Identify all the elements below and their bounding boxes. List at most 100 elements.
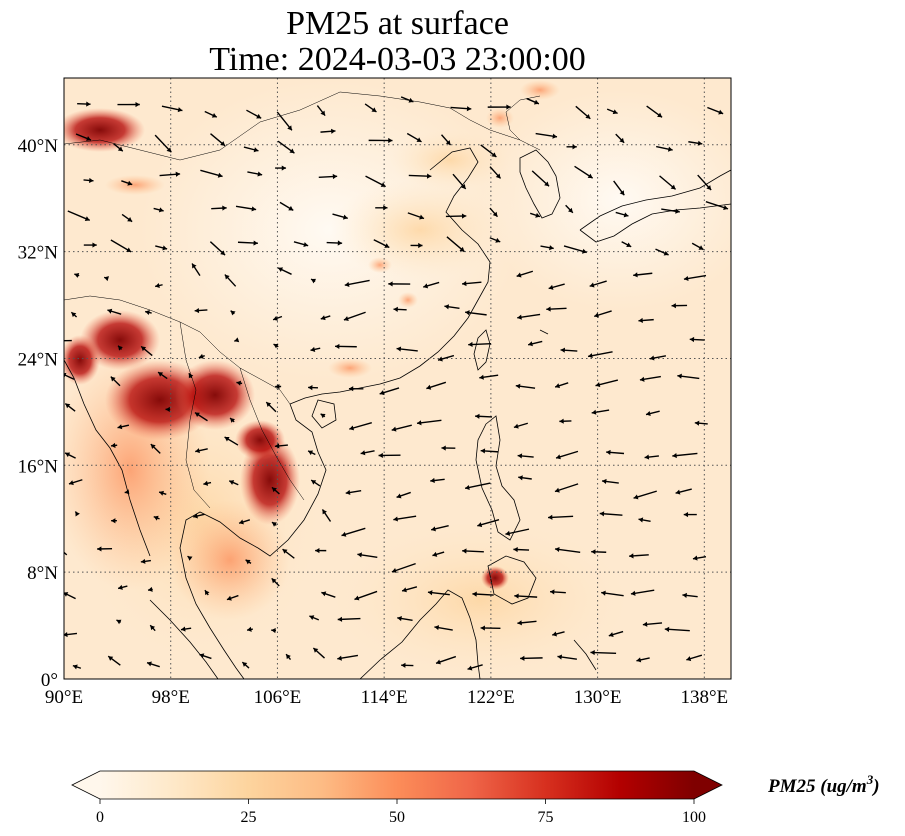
wind-vector-head xyxy=(544,181,550,187)
wind-vector-head xyxy=(141,346,147,352)
wind-vector-head xyxy=(330,128,336,134)
wind-vector-head xyxy=(649,355,655,361)
wind-vector-head xyxy=(559,418,564,424)
wind-vector-head xyxy=(546,306,551,312)
wind-vector-head xyxy=(581,248,587,254)
wind-vector-head xyxy=(150,625,156,631)
wind-vector-head xyxy=(517,453,523,459)
wind-vector-shaft xyxy=(64,373,75,380)
wind-vector-head xyxy=(515,383,521,389)
wind-vector-head xyxy=(86,101,91,107)
wind-vector-head xyxy=(84,216,90,222)
wind-vector-head xyxy=(281,165,287,171)
lon-tick-label: 122°E xyxy=(467,687,515,708)
wind-vector-head xyxy=(97,546,102,552)
wind-vector-head xyxy=(158,207,164,213)
wind-vector-head xyxy=(384,243,390,248)
wind-vector-head xyxy=(664,626,670,632)
wind-vector-head xyxy=(220,141,226,146)
wind-vector-head xyxy=(166,147,172,153)
wind-vector-head xyxy=(92,242,97,248)
wind-vector-head xyxy=(288,205,294,211)
wind-vector-head xyxy=(229,480,235,485)
wind-vector-head xyxy=(251,206,257,212)
wind-vector-head xyxy=(591,409,597,415)
wind-vector-head xyxy=(548,514,553,520)
wind-vector-head xyxy=(118,345,123,351)
wind-vector-head xyxy=(513,546,518,553)
wind-vector-head xyxy=(108,656,114,661)
wind-vector-head xyxy=(271,627,276,634)
wind-vector-head xyxy=(718,109,724,115)
wind-vector-head xyxy=(71,312,77,318)
wind-vector-head xyxy=(694,420,700,426)
wind-vector-head xyxy=(602,478,607,485)
wind-vector-head xyxy=(697,140,703,146)
wind-vector-head xyxy=(145,310,150,316)
wind-vector-head xyxy=(110,442,116,448)
wind-vector-head xyxy=(517,620,522,626)
wind-vector-head xyxy=(391,426,397,432)
wind-vector-head xyxy=(117,424,123,430)
colorbar-tick-label: 75 xyxy=(538,809,554,826)
wind-vector-head xyxy=(273,315,278,321)
wind-vector-head xyxy=(278,267,284,273)
wind-vector-head xyxy=(431,526,436,532)
wind-vector-head xyxy=(444,304,450,310)
wind-vector-head xyxy=(204,590,210,596)
wind-vector-head xyxy=(556,454,561,460)
wind-vector-head xyxy=(667,146,673,152)
wind-vector-head xyxy=(686,656,692,662)
wind-vector-head xyxy=(426,384,432,390)
colorbar-tick-label: 100 xyxy=(682,809,706,826)
wind-vector-head xyxy=(606,449,611,455)
pm25-concentration-field xyxy=(64,78,731,679)
wind-vector-head xyxy=(629,553,634,559)
wind-vector-head xyxy=(65,452,71,458)
wind-vector-head xyxy=(222,205,227,211)
wind-vector-head xyxy=(535,212,541,218)
wind-vector-head xyxy=(608,632,614,638)
colorbar-tick-label: 25 xyxy=(241,809,257,826)
wind-vector-head xyxy=(344,281,350,287)
wind-vector-head xyxy=(689,336,695,343)
wind-vector-head xyxy=(723,205,729,210)
wind-vector-head xyxy=(124,489,130,495)
wind-vector-head xyxy=(423,283,429,289)
wind-vector-head xyxy=(271,487,277,493)
wind-vector-head xyxy=(495,237,501,243)
wind-vector-head xyxy=(393,516,398,522)
colorbar: 0 25 50 75 100 PM25 (ug/m3) xyxy=(71,770,880,826)
wind-vector-head xyxy=(360,450,366,456)
wind-vector-head xyxy=(588,353,593,359)
wind-vector-head xyxy=(349,425,355,431)
wind-vector-head xyxy=(480,625,485,631)
wind-vector-head xyxy=(266,402,272,407)
wind-vector-head xyxy=(127,217,133,222)
wind-vector-head xyxy=(343,316,349,321)
lon-tick-label: 114°E xyxy=(361,687,408,708)
wind-vector-head xyxy=(199,653,205,659)
colorbar-tick-label: 0 xyxy=(96,809,104,826)
wind-vector-head xyxy=(217,172,223,178)
wind-vector-head xyxy=(65,403,71,409)
wind-vector-head xyxy=(224,274,230,280)
wind-vector-head xyxy=(591,549,596,555)
wind-vector-head xyxy=(506,104,511,110)
wind-vector-head xyxy=(153,515,159,521)
wind-vector-head xyxy=(118,584,123,590)
wind-vector-head xyxy=(468,341,473,348)
wind-vector-head xyxy=(397,615,402,622)
wind-vector-head xyxy=(670,184,676,190)
wind-vector-head xyxy=(287,125,292,131)
wind-vector-head xyxy=(194,412,200,418)
wind-vector-head xyxy=(426,173,432,179)
colorbar-extend-max xyxy=(694,771,722,799)
wind-vector-head xyxy=(72,664,78,670)
wind-vector-head xyxy=(671,303,676,309)
wind-vector-head xyxy=(441,445,446,451)
wind-vector-head xyxy=(187,556,193,561)
wind-vector-head xyxy=(402,587,407,593)
wind-vector-head xyxy=(548,284,554,290)
